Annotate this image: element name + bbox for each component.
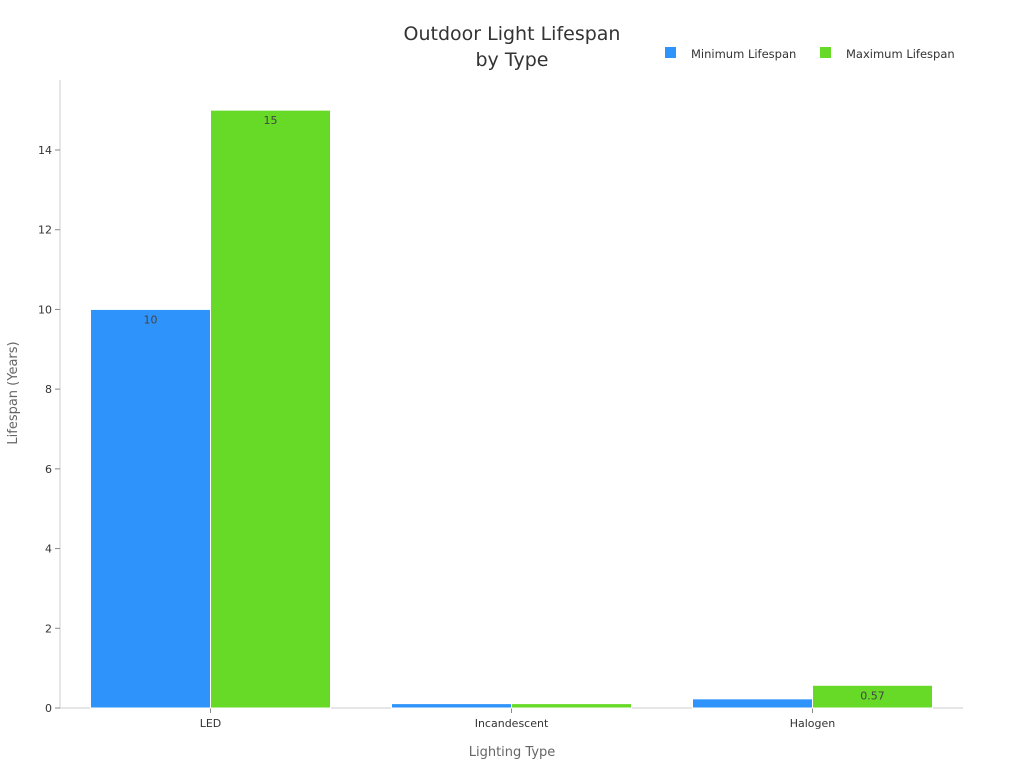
bar-maximum-lifespan: [812, 684, 933, 709]
x-tick-label: Halogen: [790, 717, 836, 730]
y-tick-label: 14: [38, 144, 52, 157]
plot-area: 0 2 4 6 8 10 12 14 LED 10 15 Incandescent Halogen 0.5…: [38, 80, 963, 730]
y-tick-label: 8: [45, 383, 52, 396]
legend-label: Maximum Lifespan: [846, 47, 955, 61]
y-tick-label: 12: [38, 224, 52, 237]
bar-minimum-lifespan: [90, 308, 211, 709]
data-label: 10: [144, 313, 158, 326]
bar-minimum-lifespan: [391, 703, 512, 709]
bar-minimum-lifespan: [692, 698, 813, 709]
y-tick-label: 0: [45, 702, 52, 715]
bar-maximum-lifespan: [511, 703, 632, 709]
legend-swatch: [820, 47, 831, 58]
legend-swatch: [665, 47, 676, 58]
chart-title-line1: Outdoor Light Lifespan: [404, 23, 621, 45]
legend-label: Minimum Lifespan: [691, 47, 796, 61]
data-label: 0.57: [860, 689, 885, 702]
y-tick-label: 4: [45, 543, 52, 556]
y-axis-label: Lifespan (Years): [6, 341, 21, 444]
y-tick-label: 6: [45, 463, 52, 476]
chart-title-line2: by Type: [476, 49, 549, 71]
data-label: 15: [264, 114, 278, 127]
y-tick-label: 10: [38, 303, 52, 316]
legend: Minimum Lifespan Maximum Lifespan: [665, 47, 955, 61]
x-tick-label: LED: [200, 717, 222, 730]
x-axis-label: Lighting Type: [469, 745, 556, 760]
x-tick-label: Incandescent: [475, 717, 549, 730]
bar-maximum-lifespan: [210, 109, 331, 709]
y-tick-label: 2: [45, 622, 52, 635]
